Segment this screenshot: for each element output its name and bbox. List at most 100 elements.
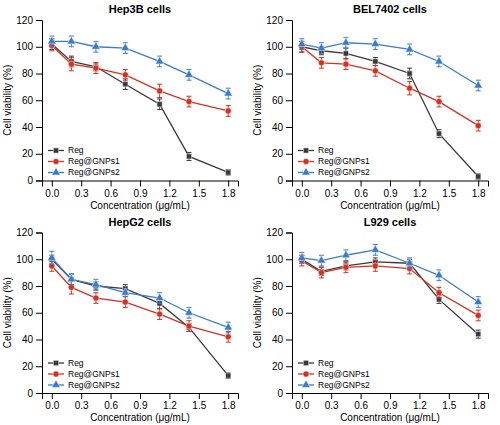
point <box>475 312 481 318</box>
point <box>68 61 74 67</box>
legend-item: Reg@GNPs1 <box>298 156 370 166</box>
point <box>317 256 326 263</box>
series <box>49 40 232 116</box>
y-tick: 20 <box>22 148 42 159</box>
x-tick-mark <box>228 181 229 187</box>
error-bar <box>343 262 348 273</box>
error-bar <box>187 152 192 160</box>
legend-item: Reg@GNPs1 <box>298 369 370 379</box>
x-axis: 0.00.30.60.91.21.51.8 <box>43 181 239 199</box>
figure: 0.00.30.60.91.21.51.8020406080100120Hep3… <box>0 0 500 425</box>
y-tick-mark <box>36 127 42 128</box>
series-line <box>302 250 478 302</box>
panel-title: L929 cells <box>364 216 417 228</box>
legend-item: Reg <box>48 358 84 368</box>
series <box>48 36 233 99</box>
series <box>298 245 483 308</box>
y-tick-mark <box>36 259 42 260</box>
y-axis: 020406080100120 <box>16 15 42 187</box>
y-tick: 60 <box>22 307 42 318</box>
error-bar <box>319 267 324 278</box>
panel: 0.00.30.60.91.21.51.8020406080100120BEL7… <box>252 3 489 211</box>
y-tick-label: 80 <box>22 68 34 79</box>
y-tick: 100 <box>266 41 292 52</box>
series-line <box>302 43 478 86</box>
x-axis-title: Concentration (μg/mL) <box>340 412 440 423</box>
error-bar <box>476 310 481 321</box>
y-tick-label: 120 <box>16 15 33 26</box>
y-tick-mark <box>36 233 42 234</box>
point <box>372 68 378 74</box>
y-tick-label: 0 <box>277 388 283 399</box>
y-tick: 80 <box>22 281 42 292</box>
point <box>476 332 481 337</box>
point <box>185 70 194 77</box>
y-tick-mark <box>36 20 42 21</box>
error-bar <box>226 170 231 175</box>
point <box>186 98 192 104</box>
point <box>92 42 101 49</box>
y-tick: 120 <box>266 15 292 26</box>
y-tick-mark <box>36 340 42 341</box>
x-tick: 1.5 <box>442 393 456 411</box>
x-tick: 0.0 <box>295 181 309 199</box>
y-axis-line <box>36 21 43 182</box>
y-axis-title: Cell viability (%) <box>252 65 263 136</box>
y-tick: 20 <box>22 361 42 372</box>
y-axis-line <box>36 233 43 394</box>
point <box>93 65 99 71</box>
point <box>372 263 378 269</box>
legend-item: Reg@GNPs2 <box>48 380 120 390</box>
point <box>343 61 349 67</box>
y-tick-mark <box>286 340 292 341</box>
x-axis-title: Concentration (μg/mL) <box>90 412 190 423</box>
point <box>318 60 324 66</box>
y-tick: 20 <box>272 148 292 159</box>
point <box>343 264 349 270</box>
point <box>226 373 231 378</box>
y-tick-label: 40 <box>22 122 34 133</box>
x-tick-label: 0.9 <box>134 188 148 199</box>
legend-label: Reg <box>68 358 84 368</box>
x-axis-line <box>293 181 489 187</box>
legend-symbol <box>303 148 308 153</box>
legend-label: Reg@GNPs2 <box>318 167 370 177</box>
point <box>298 39 307 46</box>
legend-item: Reg <box>298 145 334 155</box>
x-tick: 0.6 <box>354 181 368 199</box>
series <box>48 251 233 333</box>
y-tick-mark <box>36 286 42 287</box>
error-bar <box>157 309 162 320</box>
y-tick: 120 <box>16 227 42 238</box>
x-tick-mark <box>169 393 170 399</box>
point <box>405 44 414 51</box>
legend-label: Reg@GNPs1 <box>68 156 120 166</box>
x-tick-label: 0.3 <box>75 188 89 199</box>
legend-symbol <box>303 158 309 164</box>
x-tick-label: 1.5 <box>442 400 456 411</box>
y-tick-label: 20 <box>272 361 284 372</box>
x-tick-label: 0.3 <box>325 400 339 411</box>
x-tick: 1.2 <box>413 393 427 411</box>
legend-symbol <box>52 168 61 175</box>
point <box>155 56 164 63</box>
legend-symbol <box>53 158 59 164</box>
y-tick-mark <box>36 74 42 75</box>
error-bar <box>123 297 128 308</box>
x-axis-title: Concentration (μg/mL) <box>90 200 190 211</box>
x-tick-mark <box>140 393 141 399</box>
legend-label: Reg@GNPs1 <box>318 369 370 379</box>
x-tick-label: 1.8 <box>222 188 236 199</box>
y-tick-label: 100 <box>266 254 283 265</box>
panel: 0.00.30.60.91.21.51.8020406080100120HepG… <box>2 216 239 424</box>
panel: 0.00.30.60.91.21.51.8020406080100120L929… <box>252 216 489 424</box>
x-tick-mark <box>449 393 450 399</box>
legend-item: Reg@GNPs1 <box>48 369 120 379</box>
point <box>68 284 74 290</box>
point <box>407 85 413 91</box>
x-tick-mark <box>199 181 200 187</box>
point <box>317 43 326 50</box>
error-bar <box>407 82 412 95</box>
error-bar <box>226 373 231 378</box>
x-tick-mark <box>52 393 53 399</box>
